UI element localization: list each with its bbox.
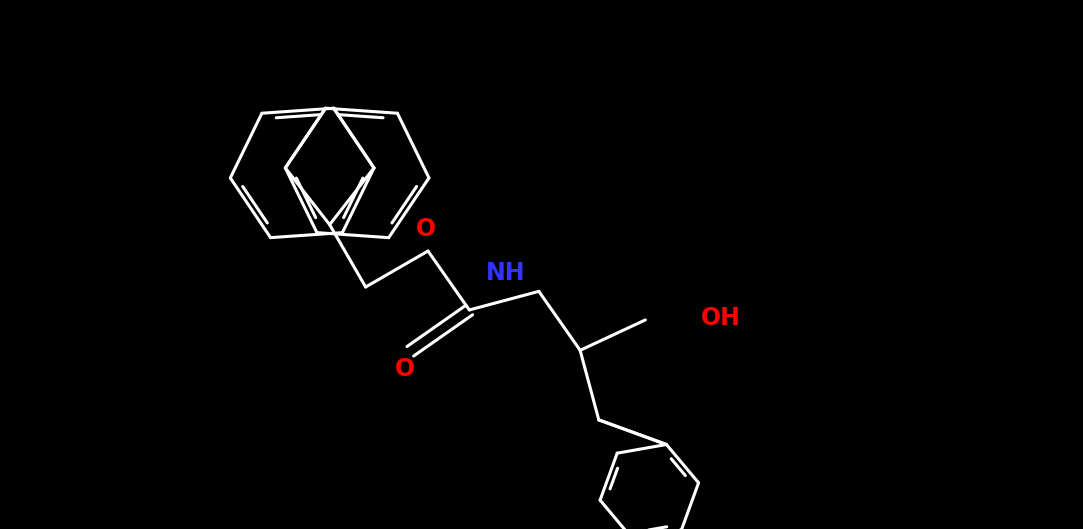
Text: O: O: [416, 217, 436, 241]
Text: O: O: [395, 357, 416, 381]
Text: NH: NH: [486, 261, 526, 285]
Text: OH: OH: [701, 306, 741, 330]
